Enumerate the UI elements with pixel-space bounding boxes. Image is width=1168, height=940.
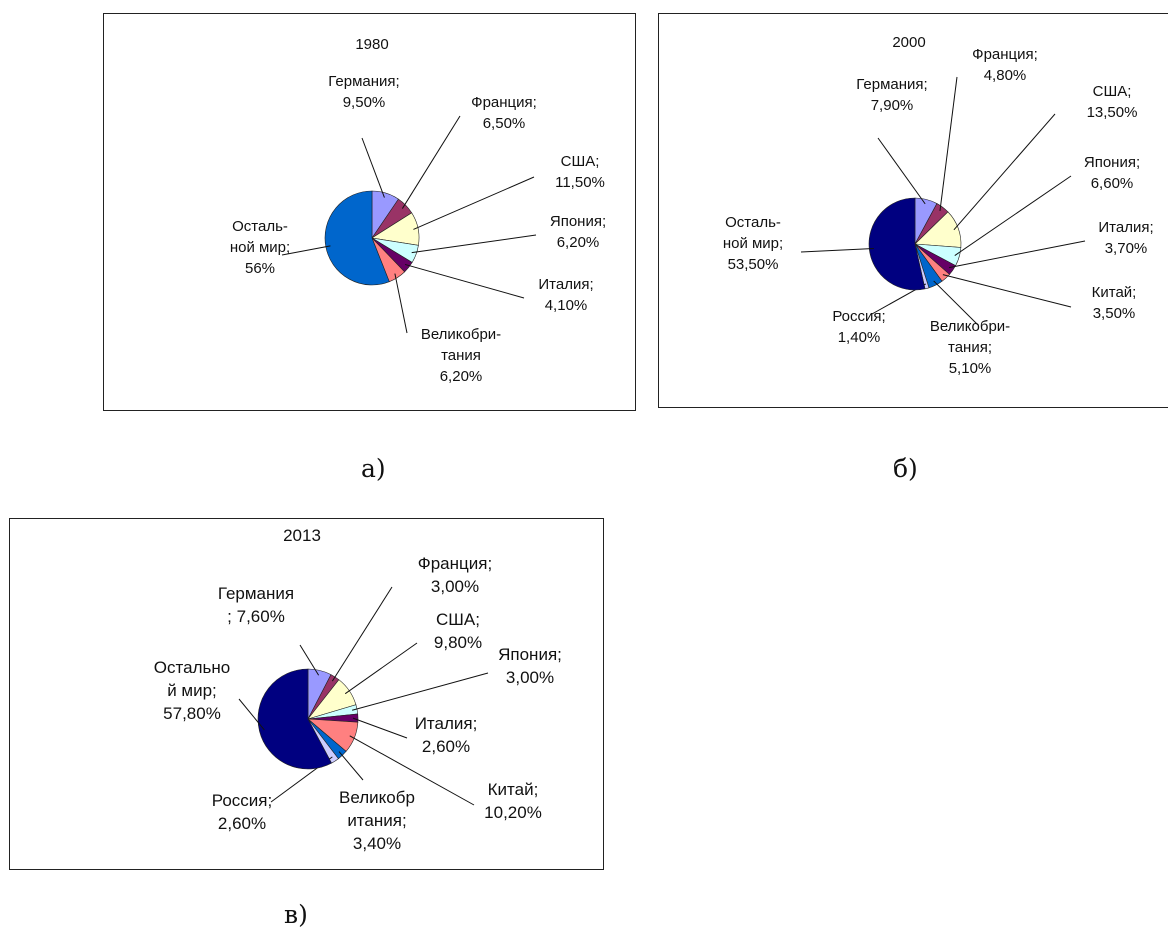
chart-panel-1980: 1980 Германия; 9,50% Франция; 6,50% США; 11,50… xyxy=(103,13,636,411)
slice-label: США; 13,50% xyxy=(1087,83,1138,121)
slice-label: Германия; 9,50% xyxy=(328,73,399,111)
leader-line xyxy=(404,263,525,299)
slice-label: Италия; 2,60% xyxy=(415,714,478,756)
pie-chart-1980: 1980 Германия; 9,50% Франция; 6,50% США; 11,50… xyxy=(230,36,606,385)
slice-label: Германия; 7,90% xyxy=(856,76,927,114)
leader-line xyxy=(352,672,489,711)
slice-label: Китай; 10,20% xyxy=(484,780,542,822)
chart-title: 2000 xyxy=(892,34,925,51)
leader-line xyxy=(349,735,475,806)
slice-label: Франция; 4,80% xyxy=(972,46,1038,84)
slice-label: США; 9,80% xyxy=(434,610,482,652)
leader-line xyxy=(352,717,408,739)
slice-label: Великобри-тания 6,20% xyxy=(421,326,501,385)
leader-line xyxy=(942,274,1072,308)
leader-line xyxy=(877,137,926,205)
slice-label: Осталь-ной мир; 56% xyxy=(230,218,290,277)
leader-line xyxy=(411,234,537,254)
leader-line xyxy=(939,76,958,212)
pie-chart-2013: 2013 Германия; 7,60% Франция; 3,00% США; 9,80… xyxy=(154,526,562,853)
chart-title: 1980 xyxy=(355,36,388,53)
caption-b: б) xyxy=(893,454,918,483)
leader-line xyxy=(299,644,320,676)
slice-label: Осталь-ной мир; 53,50% xyxy=(723,214,783,273)
pie-chart-2000: 2000 Германия; 7,90% Франция; 4,80% США; 13,50… xyxy=(723,34,1154,377)
leader-line xyxy=(800,248,874,253)
slice-label: Япония; 6,20% xyxy=(550,213,606,251)
chart-title: 2013 xyxy=(283,526,321,545)
leader-line xyxy=(413,176,535,230)
leader-line xyxy=(344,642,418,695)
leader-line xyxy=(401,115,461,209)
chart-panel-2013: 2013 Германия; 7,60% Франция; 3,00% США; 9,80… xyxy=(9,518,604,870)
caption-c: в) xyxy=(284,900,308,929)
leader-line xyxy=(948,240,1086,269)
slice-label: Россия; 1,40% xyxy=(832,308,885,346)
slice-label: Великобр итания; 3,40% xyxy=(339,788,415,853)
leader-line xyxy=(331,586,393,682)
slice-label: Великобри-тания; 5,10% xyxy=(930,318,1010,377)
leader-line xyxy=(954,175,1072,256)
leader-line xyxy=(238,698,265,731)
leader-line xyxy=(953,113,1056,231)
pie-slice xyxy=(257,668,332,770)
slice-label: Франция; 6,50% xyxy=(471,94,537,132)
leader-line xyxy=(338,751,364,781)
leader-line xyxy=(394,273,408,334)
chart-panel-2000: 2000 Германия; 7,90% Франция; 4,80% США; 13,50… xyxy=(658,13,1168,408)
slice-label: Остально й мир; 57,80% xyxy=(154,658,230,723)
slice-label: Франция; 3,00% xyxy=(418,554,492,596)
slice-label: США; 11,50% xyxy=(555,153,605,191)
slice-label: Италия; 4,10% xyxy=(538,276,593,314)
slice-label: Италия; 3,70% xyxy=(1098,219,1153,257)
slice-label: Германия; 7,60% xyxy=(218,584,294,626)
caption-a: а) xyxy=(361,454,386,483)
leader-line xyxy=(933,280,979,326)
slice-label: Россия; 2,60% xyxy=(212,791,272,833)
slice-label: Япония; 3,00% xyxy=(498,645,562,687)
slice-label: Китай; 3,50% xyxy=(1092,284,1137,322)
leader-line xyxy=(281,245,331,256)
leader-line xyxy=(361,137,385,198)
slice-label: Япония; 6,60% xyxy=(1084,154,1140,192)
